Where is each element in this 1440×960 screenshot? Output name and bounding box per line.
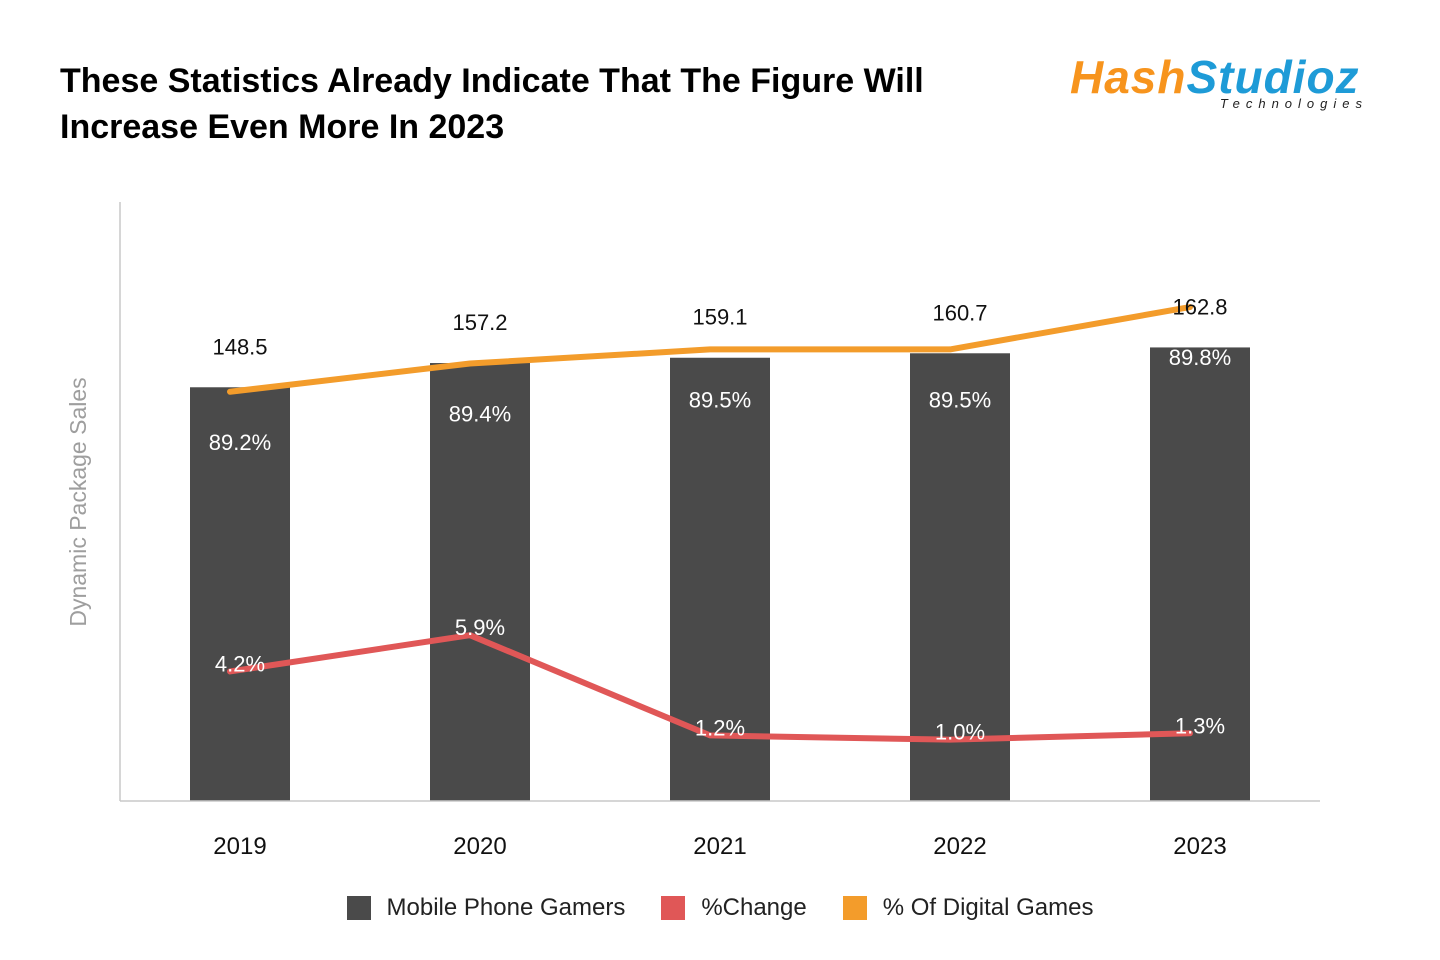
- chart-legend: Mobile Phone Gamers %Change % Of Digital…: [0, 892, 1440, 924]
- change-value-label-2023: 1.3%: [1175, 713, 1225, 738]
- bar-2023: [1150, 347, 1250, 801]
- legend-swatch-bar: [346, 896, 371, 920]
- bar-2019: [190, 387, 290, 801]
- bar-value-label-2021: 159.1: [692, 305, 747, 330]
- line-series: [227, 304, 1193, 743]
- x-tick-label-2021: 2021: [693, 833, 746, 860]
- x-tick-label-2023: 2023: [1173, 833, 1226, 860]
- x-tick-label-2019: 2019: [213, 833, 266, 860]
- change-value-label-2022: 1.0%: [935, 720, 985, 745]
- bar-2020: [430, 363, 530, 801]
- legend-item-digital-games: % Of Digital Games: [842, 894, 1094, 922]
- logo-studioz-text: Studioz: [1186, 51, 1360, 103]
- x-tick-label-2020: 2020: [453, 833, 506, 860]
- logo-hash-text: Hash: [1070, 51, 1187, 103]
- chart-axes: [119, 202, 1320, 802]
- digital-value-label-2022: 89.5%: [929, 387, 991, 412]
- x-axis-ticks: 2019 2020 2021 2022 2023: [213, 833, 1226, 860]
- change-value-label-2021: 1.2%: [695, 715, 745, 740]
- bar-value-label-2023: 162.8: [1172, 294, 1227, 319]
- logo-subtitle: Technologies: [1219, 96, 1368, 111]
- legend-item-change: %Change: [661, 894, 807, 922]
- legend-swatch-digital: [842, 896, 867, 920]
- legend-label: %Change: [701, 894, 807, 921]
- logo-wordmark: HashStudioz: [1070, 50, 1360, 104]
- digital-value-label-2023: 89.8%: [1169, 345, 1231, 370]
- chart-title: These Statistics Already Indicate That T…: [60, 62, 924, 146]
- legend-swatch-change: [661, 896, 686, 920]
- data-labels: 148.5 157.2 159.1 160.7 162.8 89.2% 89.4% 89.5%…: [209, 294, 1231, 744]
- legend-item-mobile-phone-gamers: Mobile Phone Gamers: [346, 894, 626, 922]
- bar-2022: [910, 353, 1010, 801]
- bar-value-label-2022: 160.7: [932, 300, 987, 325]
- x-tick-label-2022: 2022: [933, 833, 986, 860]
- change-value-label-2020: 5.9%: [455, 615, 505, 640]
- change-value-label-2019: 4.2%: [215, 651, 265, 676]
- bar-value-label-2020: 157.2: [452, 310, 507, 335]
- y-axis-label: Dynamic Package Sales: [65, 377, 91, 626]
- line-digital-games: [227, 304, 1193, 395]
- digital-value-label-2019: 89.2%: [209, 430, 271, 455]
- line-change: [227, 632, 1193, 743]
- legend-label: Mobile Phone Gamers: [386, 894, 626, 921]
- bar-series-mobile-phone-gamers: [190, 347, 1250, 801]
- digital-value-label-2021: 89.5%: [689, 387, 751, 412]
- hashstudioz-logo: HashStudioz Technologies: [1070, 44, 1380, 124]
- legend-label: % Of Digital Games: [882, 894, 1094, 921]
- digital-value-label-2020: 89.4%: [449, 402, 511, 427]
- bar-value-label-2019: 148.5: [212, 334, 267, 359]
